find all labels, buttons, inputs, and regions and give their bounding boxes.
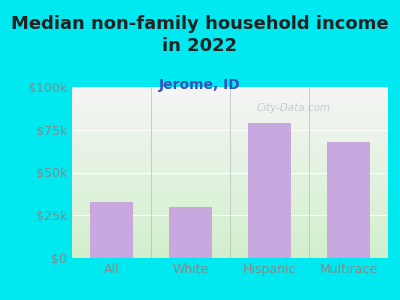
Text: Median non-family household income
in 2022: Median non-family household income in 20… (11, 15, 389, 55)
Text: City-Data.com: City-Data.com (256, 103, 330, 112)
Bar (169, 207, 212, 258)
Bar (90, 202, 133, 258)
Bar (248, 123, 291, 258)
Text: Jerome, ID: Jerome, ID (159, 78, 241, 92)
Bar (327, 142, 370, 258)
